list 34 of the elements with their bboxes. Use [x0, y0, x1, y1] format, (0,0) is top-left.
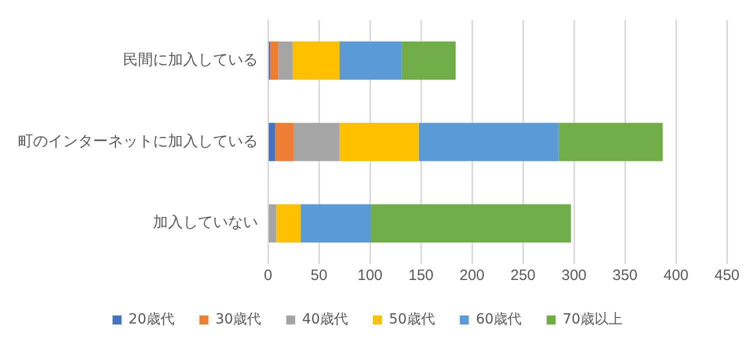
- x-tick-label: 0: [264, 267, 272, 284]
- x-tick-label: 300: [561, 267, 587, 284]
- bar: [278, 42, 292, 80]
- legend-label: 70歳以上: [562, 312, 622, 328]
- bar: [558, 122, 663, 162]
- bar: [268, 204, 276, 242]
- bar: [402, 42, 456, 80]
- bar: [270, 42, 278, 80]
- x-tick-label: 250: [510, 267, 536, 284]
- legend-label: 40歳代: [302, 312, 348, 328]
- bar: [292, 42, 340, 80]
- bar: [371, 204, 571, 242]
- x-tick-label: 200: [459, 267, 485, 284]
- x-tick-label: 450: [714, 267, 740, 284]
- y-tick-label: 加入していない: [153, 213, 258, 232]
- bar: [339, 42, 402, 80]
- x-tick-label: 50: [310, 267, 328, 284]
- bar: [276, 204, 301, 242]
- bar: [268, 122, 276, 162]
- legend-label: 20歳代: [128, 312, 174, 328]
- x-tick-label: 400: [663, 267, 689, 284]
- x-tick-label: 100: [357, 267, 383, 284]
- x-tick-label: 350: [612, 267, 638, 284]
- legend-label: 50歳代: [389, 312, 435, 328]
- legend-label: 60歳代: [476, 312, 522, 328]
- y-tick-label: 民間に加入している: [123, 50, 258, 69]
- bar: [275, 122, 294, 162]
- bar: [294, 122, 340, 162]
- bar: [300, 204, 372, 242]
- y-tick-label: 町のインターネットに加入している: [18, 132, 258, 150]
- bar: [418, 122, 559, 162]
- legend-label: 30歳代: [215, 312, 262, 328]
- x-tick-label: 150: [408, 267, 434, 284]
- bar: [339, 122, 419, 162]
